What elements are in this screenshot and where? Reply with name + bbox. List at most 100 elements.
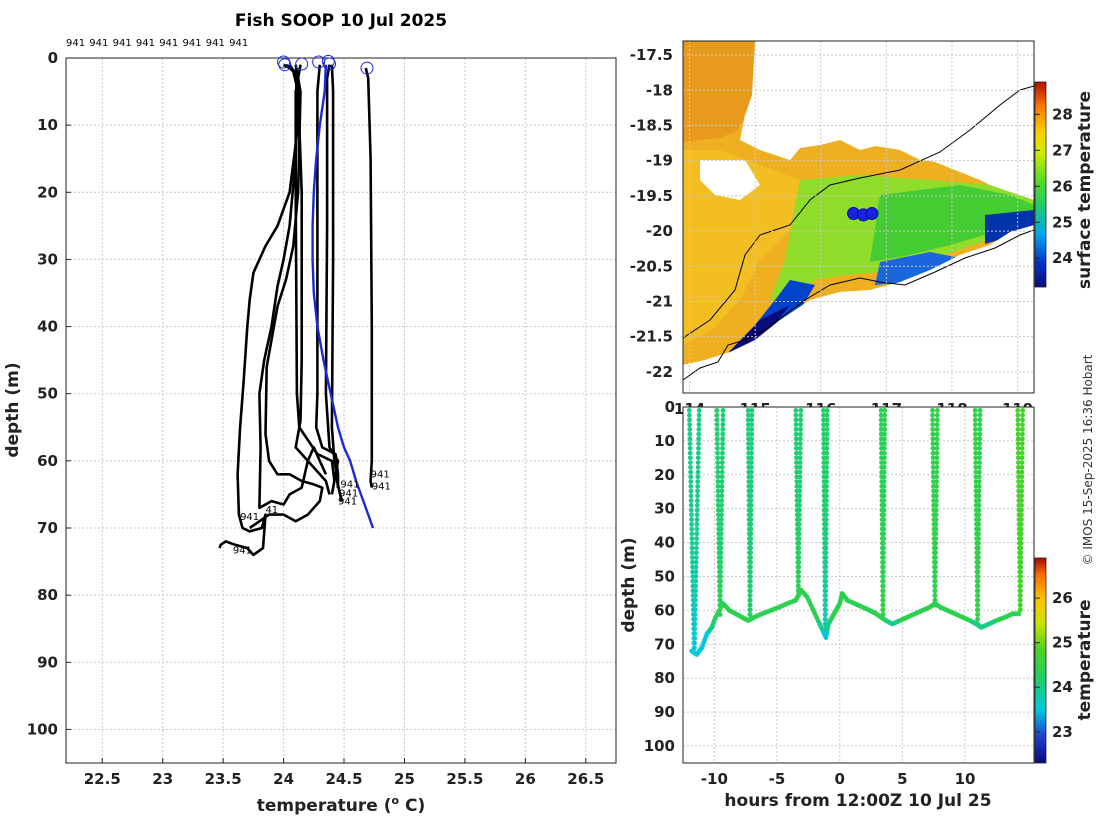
series-profile-1: [285, 63, 331, 495]
down-cast-dot: [715, 464, 721, 470]
up-cast-dot: [976, 483, 982, 489]
up-cast-dot: [720, 426, 726, 432]
down-cast-dot: [745, 407, 751, 413]
up-cast-dot: [720, 445, 725, 451]
up-cast-dot: [1017, 597, 1023, 603]
up-cast-dot: [748, 550, 754, 556]
up-cast-dot: [748, 479, 754, 484]
up-cast-dot: [1019, 441, 1025, 447]
profile-id-label: 941: [340, 480, 359, 491]
up-cast-dot: [824, 426, 830, 432]
sst-colorbar-tick-label: 25: [1052, 213, 1073, 231]
up-cast-dot: [694, 521, 700, 527]
up-cast-dot: [696, 426, 702, 432]
profile-id-label: 41: [265, 505, 278, 516]
down-cast-dot: [973, 464, 979, 470]
up-cast-dot: [977, 412, 983, 418]
up-cast-dot: [824, 431, 830, 437]
up-cast-dot: [823, 545, 829, 551]
top-cast-id-label: 941: [206, 38, 225, 49]
up-cast-dot: [694, 545, 699, 551]
up-cast-dot: [933, 531, 939, 537]
up-cast-dot: [824, 483, 829, 489]
up-cast-dot: [932, 593, 938, 598]
up-cast-dot: [1020, 426, 1025, 432]
up-cast-dot: [796, 564, 802, 570]
down-cast-dot: [794, 460, 799, 466]
up-cast-dot: [1018, 559, 1024, 565]
down-cast-dot: [689, 550, 695, 556]
up-cast-dot: [823, 536, 829, 541]
up-cast-dot: [824, 450, 830, 456]
up-cast-dot: [749, 460, 754, 466]
down-cast-dot: [1015, 455, 1021, 461]
time-plot-background: [683, 407, 1034, 763]
up-cast-dot: [720, 450, 725, 456]
up-cast-dot: [1017, 602, 1023, 608]
up-cast-dot: [933, 569, 938, 575]
up-cast-dot: [1019, 493, 1025, 499]
up-cast-dot: [749, 445, 754, 451]
up-cast-dot: [748, 526, 754, 532]
up-cast-dot: [977, 436, 983, 442]
up-cast-dot: [796, 574, 801, 579]
up-cast-dot: [823, 512, 829, 518]
up-cast-dot: [1019, 436, 1025, 442]
up-cast-dot: [748, 469, 754, 475]
up-cast-dot: [796, 545, 802, 551]
up-cast-dot: [881, 493, 887, 499]
up-cast-dot: [881, 502, 887, 508]
cast-start-marker: [323, 57, 337, 71]
up-cast-dot: [749, 441, 755, 447]
up-cast-dot: [976, 493, 982, 499]
up-cast-dot: [824, 474, 829, 480]
up-cast-dot: [749, 464, 754, 470]
up-cast-dot: [719, 493, 725, 499]
down-cast-dot: [686, 407, 692, 413]
up-cast-dot: [881, 488, 887, 494]
up-cast-dot: [692, 612, 698, 617]
up-cast-dot: [694, 502, 700, 508]
down-cast-dot: [689, 512, 694, 518]
map-ship-markers: [847, 206, 879, 222]
up-cast-dot: [718, 555, 724, 560]
sst-cold-pocket-mid: [875, 252, 960, 285]
up-cast-dot: [880, 607, 886, 613]
up-cast-dot: [720, 436, 726, 442]
series-profile-5: [330, 64, 340, 488]
up-cast-dot: [719, 469, 725, 475]
down-cast-dot: [689, 545, 695, 551]
map-lat-tick-label: -17.5: [630, 46, 673, 64]
up-cast-dot: [881, 464, 887, 470]
top-cast-id-label: 941: [89, 38, 108, 49]
left-x-axis-label: temperature (o C): [257, 794, 426, 816]
left-y-tick-label: 70: [37, 519, 58, 537]
down-cast-dot: [715, 502, 721, 508]
down-cast-dot: [972, 412, 978, 418]
up-cast-dot: [880, 578, 886, 584]
sst-map-chart: -17.5 -18 -18.5 -19 -19.5 -20 -20.5 -21 -21.5 -22…: [630, 40, 1095, 418]
cast-start-marker: [277, 55, 291, 69]
up-cast-dot: [934, 426, 940, 432]
time-y-tick-label: 90: [654, 703, 675, 721]
up-cast-dot: [975, 593, 981, 598]
up-cast-dot: [694, 517, 700, 522]
up-cast-dot: [796, 578, 801, 584]
up-cast-dot: [933, 521, 939, 527]
profile-id-label: 941: [233, 546, 252, 557]
up-cast-dot: [717, 597, 723, 603]
up-cast-dot: [933, 507, 939, 513]
left-plot-frame: [65, 57, 617, 764]
down-cast-dot: [687, 445, 693, 451]
time-plot-frame: [682, 406, 1035, 764]
up-cast-dot: [692, 631, 698, 636]
down-cast-dot: [878, 412, 884, 418]
down-cast-dot: [930, 431, 936, 437]
up-cast-dot: [934, 445, 940, 451]
up-cast-dot: [976, 479, 982, 484]
down-cast-dot: [878, 407, 884, 413]
down-cast-dot: [1015, 441, 1021, 447]
top-cast-id-label: 941: [136, 38, 155, 49]
up-cast-dot: [824, 469, 830, 475]
up-cast-dot: [748, 521, 754, 527]
